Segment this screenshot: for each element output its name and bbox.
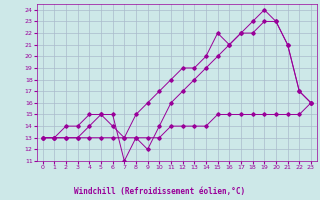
Text: Windchill (Refroidissement éolien,°C): Windchill (Refroidissement éolien,°C) [75,187,245,196]
